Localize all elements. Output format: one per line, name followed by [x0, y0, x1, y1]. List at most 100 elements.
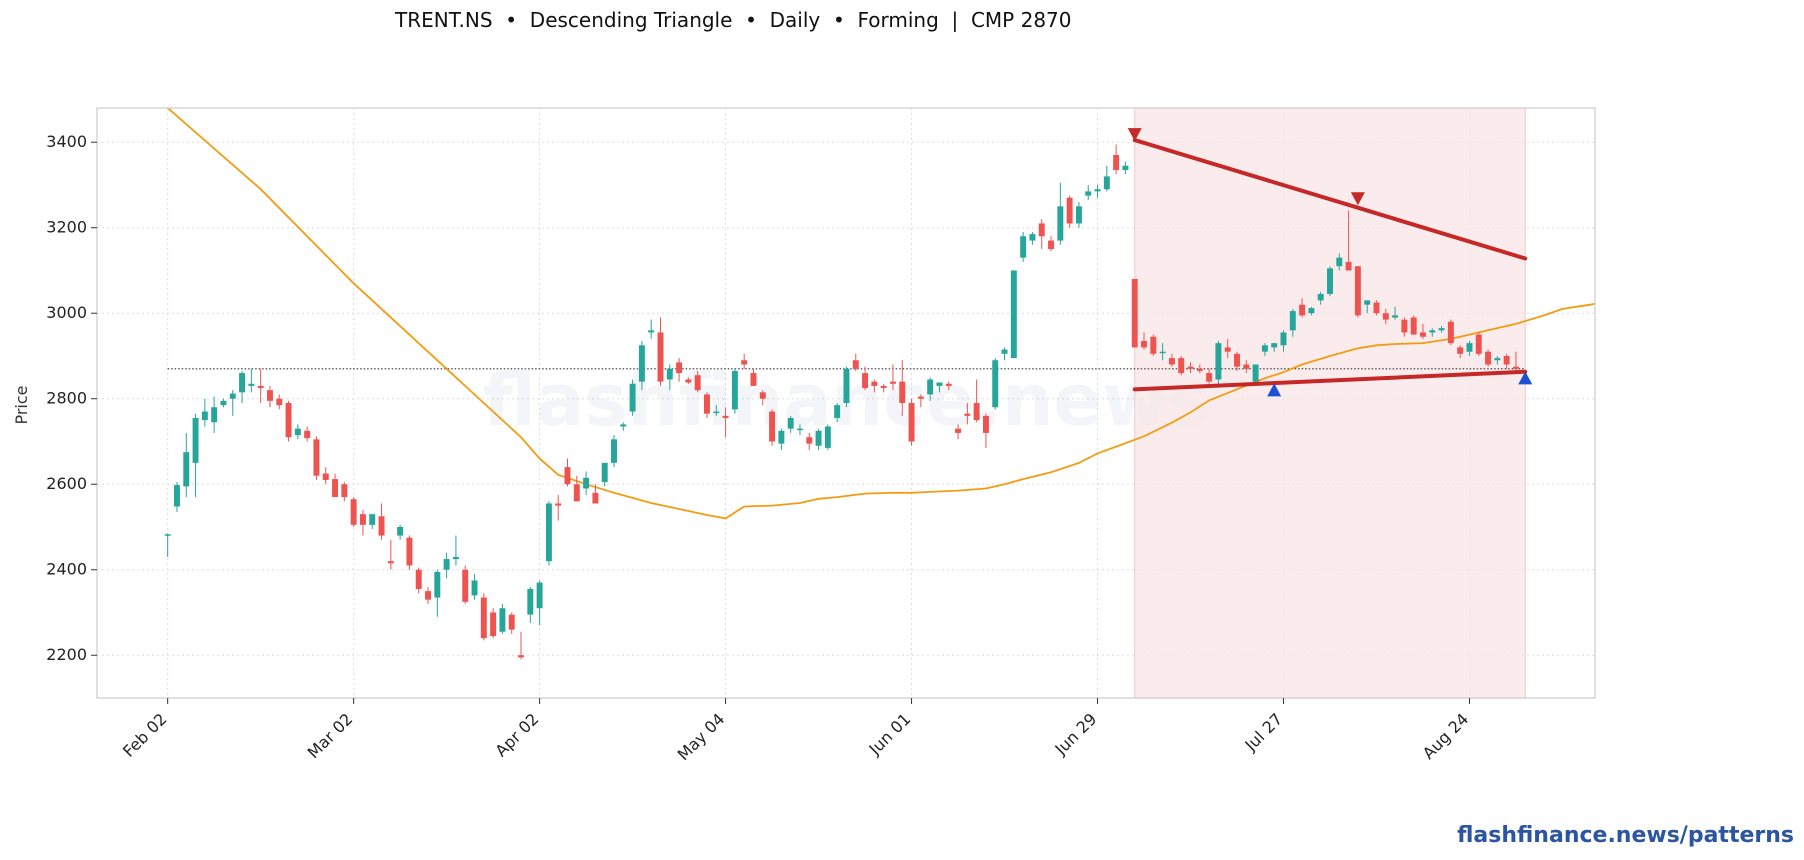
candle-body: [229, 393, 236, 399]
plot-border: [96, 107, 1596, 699]
candle-body: [1057, 206, 1064, 241]
candle: [1215, 341, 1222, 386]
candle-body: [722, 415, 729, 418]
candle: [769, 409, 776, 446]
candle-body: [1038, 223, 1045, 237]
candle-body: [1512, 366, 1519, 369]
candle: [1224, 338, 1231, 359]
candle: [871, 379, 878, 393]
candle-body: [359, 514, 366, 525]
candle: [1178, 355, 1185, 376]
x-tick-label: Mar 02: [304, 709, 357, 762]
candle: [1457, 345, 1464, 359]
candle: [899, 360, 906, 416]
candle-body: [452, 556, 459, 560]
candle-body: [648, 330, 655, 333]
candle: [815, 428, 822, 451]
candle-body: [1447, 321, 1454, 344]
candle: [1438, 326, 1445, 333]
candle-body: [1141, 341, 1147, 348]
candle-body: [694, 375, 701, 391]
candle: [778, 428, 785, 451]
candle: [564, 458, 571, 487]
candle: [629, 379, 636, 416]
footer-link[interactable]: flashfinance.news/patterns: [1457, 823, 1794, 848]
candle: [713, 405, 720, 416]
candle: [750, 368, 757, 386]
candle-body: [1168, 358, 1175, 365]
candle: [229, 390, 236, 416]
candle: [583, 471, 590, 495]
candle-body: [434, 571, 441, 598]
candle-body: [1178, 358, 1185, 374]
candle-body: [378, 516, 385, 536]
candle-body: [731, 370, 738, 410]
candle-body: [843, 368, 850, 403]
candle: [1382, 308, 1389, 324]
candle-body: [499, 608, 506, 632]
candle: [694, 370, 701, 393]
candle-body: [555, 503, 562, 506]
candle: [1038, 219, 1045, 250]
candle: [1103, 165, 1110, 192]
candle: [322, 467, 329, 485]
candle: [945, 381, 952, 391]
candle-body: [1410, 317, 1417, 335]
candle-body: [1029, 234, 1036, 241]
candle-body: [862, 373, 869, 389]
candle: [164, 533, 171, 557]
candle-body: [536, 582, 543, 609]
candle-body: [1010, 270, 1017, 359]
candle-body: [397, 526, 404, 536]
candle: [1131, 279, 1138, 348]
candle: [1020, 231, 1027, 262]
candle-body: [1215, 343, 1222, 380]
candle-body: [406, 537, 413, 566]
candle-body: [183, 452, 190, 487]
candle: [1420, 323, 1426, 339]
candle: [1271, 343, 1278, 352]
candle-body: [1196, 368, 1203, 371]
candle-body: [685, 379, 692, 383]
candle-body: [1308, 308, 1315, 314]
candle-body: [369, 514, 376, 525]
candle: [1252, 364, 1259, 384]
candle: [313, 436, 320, 480]
candle: [1308, 306, 1315, 316]
candle-body: [350, 499, 357, 525]
candle-body: [387, 561, 394, 564]
candle-body: [927, 379, 934, 395]
candle-body: [1392, 315, 1399, 318]
candle: [843, 366, 850, 408]
candle: [824, 424, 831, 451]
candle-body: [1252, 364, 1259, 382]
candle: [378, 503, 385, 540]
candle: [1327, 266, 1333, 297]
candle-body: [638, 345, 645, 382]
candle-body: [1150, 336, 1157, 354]
candle: [518, 631, 524, 660]
candle: [480, 593, 487, 641]
candle: [936, 382, 943, 393]
candle: [192, 413, 199, 498]
candle-body: [322, 473, 329, 480]
candle-body: [1094, 189, 1101, 192]
y-axis: 2200 2400 2600 2800 3000 3200 3400: [46, 132, 97, 664]
candle-body: [908, 403, 915, 442]
candle: [350, 497, 357, 527]
candle-body: [1475, 334, 1482, 354]
candle-body: [545, 503, 552, 562]
candle: [741, 353, 748, 369]
y-tick-label: 2200: [46, 645, 87, 664]
candle-body: [824, 426, 831, 448]
candle: [787, 415, 794, 433]
candle-body: [1206, 373, 1213, 382]
candle: [1113, 144, 1120, 175]
candle: [834, 403, 841, 423]
candle: [545, 501, 552, 566]
candle-body: [1271, 343, 1278, 348]
candle-body: [220, 400, 227, 406]
plot-frame: [96, 107, 1596, 699]
x-tick-label: Jul 27: [1241, 709, 1287, 755]
